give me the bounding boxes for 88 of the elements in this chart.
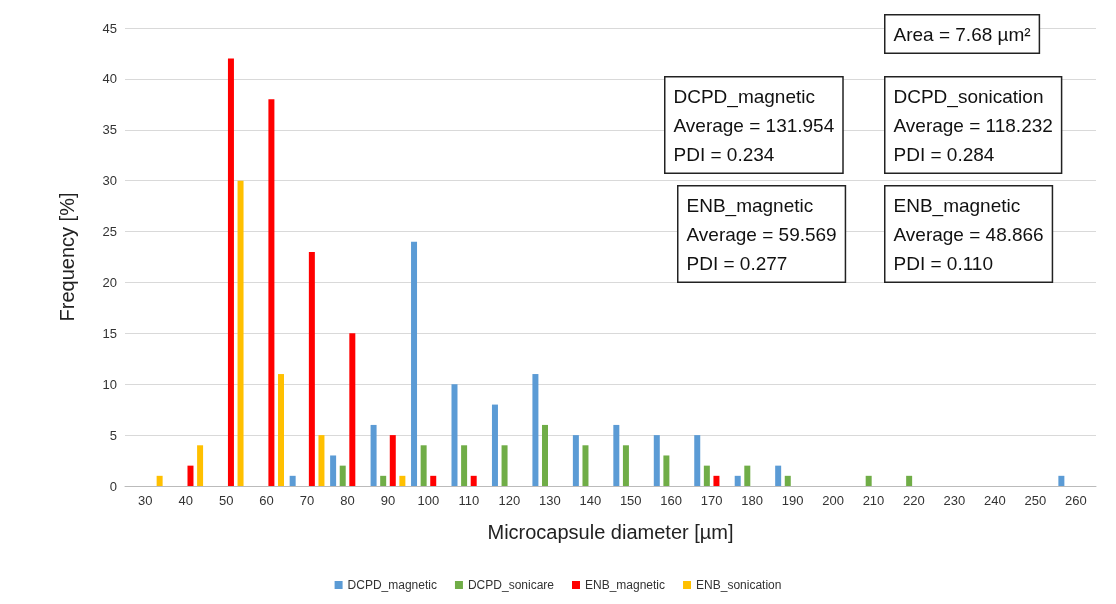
bar: [411, 241, 418, 486]
bar: [784, 475, 791, 486]
bar: [470, 475, 477, 486]
y-tick-label: 25: [102, 224, 117, 240]
bar: [572, 435, 579, 486]
bar: [622, 445, 629, 486]
x-tick-label: 30: [137, 493, 153, 508]
y-tick-label: 10: [102, 376, 117, 392]
x-tick-label: 60: [259, 493, 274, 508]
legend-label: ENB_magnetic: [584, 578, 666, 592]
annotation: DCPD_magnetic Average = 131.954 PDI = 0.234: [673, 85, 835, 165]
bar: [420, 445, 427, 486]
bar: [734, 475, 741, 486]
annotation: DCPD_sonication Average = 118.232 PDI = 0.284: [893, 85, 1053, 165]
x-tick-label: 230: [943, 493, 966, 508]
bar: [461, 445, 468, 486]
x-tick-label: 170: [700, 493, 723, 508]
bar: [389, 435, 396, 486]
annotation: ENB_magnetic Average = 48.866 PDI = 0.110: [893, 194, 1044, 274]
bar: [380, 475, 387, 486]
x-tick-label: 150: [619, 493, 642, 508]
bar: [865, 475, 872, 486]
x-tick-label: 120: [498, 493, 521, 508]
bar: [1058, 475, 1065, 486]
bar: [703, 465, 710, 486]
legend-label: DCPD_sonicare: [467, 578, 555, 592]
x-tick-label: 140: [579, 493, 602, 508]
x-tick-label: 220: [903, 493, 925, 508]
bar: [289, 475, 296, 486]
annotation: ENB_magnetic Average = 59.569 PDI = 0.277: [686, 194, 837, 274]
y-tick-label: 0: [109, 478, 117, 494]
x-tick-label: 240: [984, 493, 1006, 508]
bar: [268, 99, 275, 486]
bar: [542, 424, 549, 486]
bar: [430, 475, 437, 486]
x-tick-label: 260: [1064, 493, 1087, 508]
x-tick-label: 250: [1024, 493, 1047, 508]
y-tick-label: 35: [102, 122, 117, 138]
y-tick-label: 20: [102, 274, 117, 290]
x-tick-label: 100: [417, 493, 440, 508]
x-tick-label: 40: [178, 493, 193, 508]
bar: [349, 333, 356, 486]
bar: [663, 455, 670, 486]
bar: [491, 404, 498, 486]
bar: [694, 435, 701, 486]
x-tick-label: 90: [380, 493, 396, 508]
legend-label: DCPD_magnetic: [347, 578, 437, 592]
bar: [187, 465, 194, 486]
x-tick-label: 190: [781, 493, 804, 508]
legend-label: ENB_sonication: [696, 578, 782, 592]
bar: [906, 475, 913, 486]
bar: [582, 445, 589, 486]
bar: [278, 374, 284, 486]
x-tick-label: 160: [660, 493, 683, 508]
x-tick-label: 110: [458, 493, 480, 508]
bar: [501, 445, 508, 486]
bar: [308, 251, 315, 486]
annotation: Area = 7.68 µm²: [893, 23, 1031, 45]
bar: [237, 180, 244, 486]
bar: [653, 435, 660, 486]
y-tick-label: 45: [102, 20, 117, 36]
y-tick-label: 40: [102, 71, 117, 87]
x-tick-label: 70: [299, 493, 315, 508]
bar: [451, 384, 458, 486]
y-tick-label: 5: [109, 427, 117, 443]
bar: [227, 58, 234, 486]
bar: [399, 475, 406, 486]
bar: [713, 475, 720, 486]
x-tick-label: 130: [538, 493, 561, 508]
bar: [370, 424, 377, 486]
x-tick-label: 50: [218, 493, 234, 508]
bar: [532, 374, 539, 486]
bar: [775, 465, 782, 486]
y-tick-label: 30: [102, 173, 117, 189]
x-tick-label: 210: [862, 493, 885, 508]
bar: [613, 424, 620, 486]
bar: [744, 465, 751, 486]
y-axis-title: Frequency [%]: [56, 192, 78, 322]
bar: [339, 465, 346, 486]
y-tick-label: 15: [102, 325, 117, 341]
bar: [318, 435, 325, 486]
x-tick-label: 200: [822, 493, 844, 508]
x-tick-label: 180: [741, 493, 763, 508]
bar: [156, 475, 163, 486]
x-tick-label: 80: [340, 493, 355, 508]
bar: [197, 445, 204, 486]
bar: [330, 455, 337, 486]
x-axis-title: Microcapsule diameter [µm]: [487, 521, 734, 543]
